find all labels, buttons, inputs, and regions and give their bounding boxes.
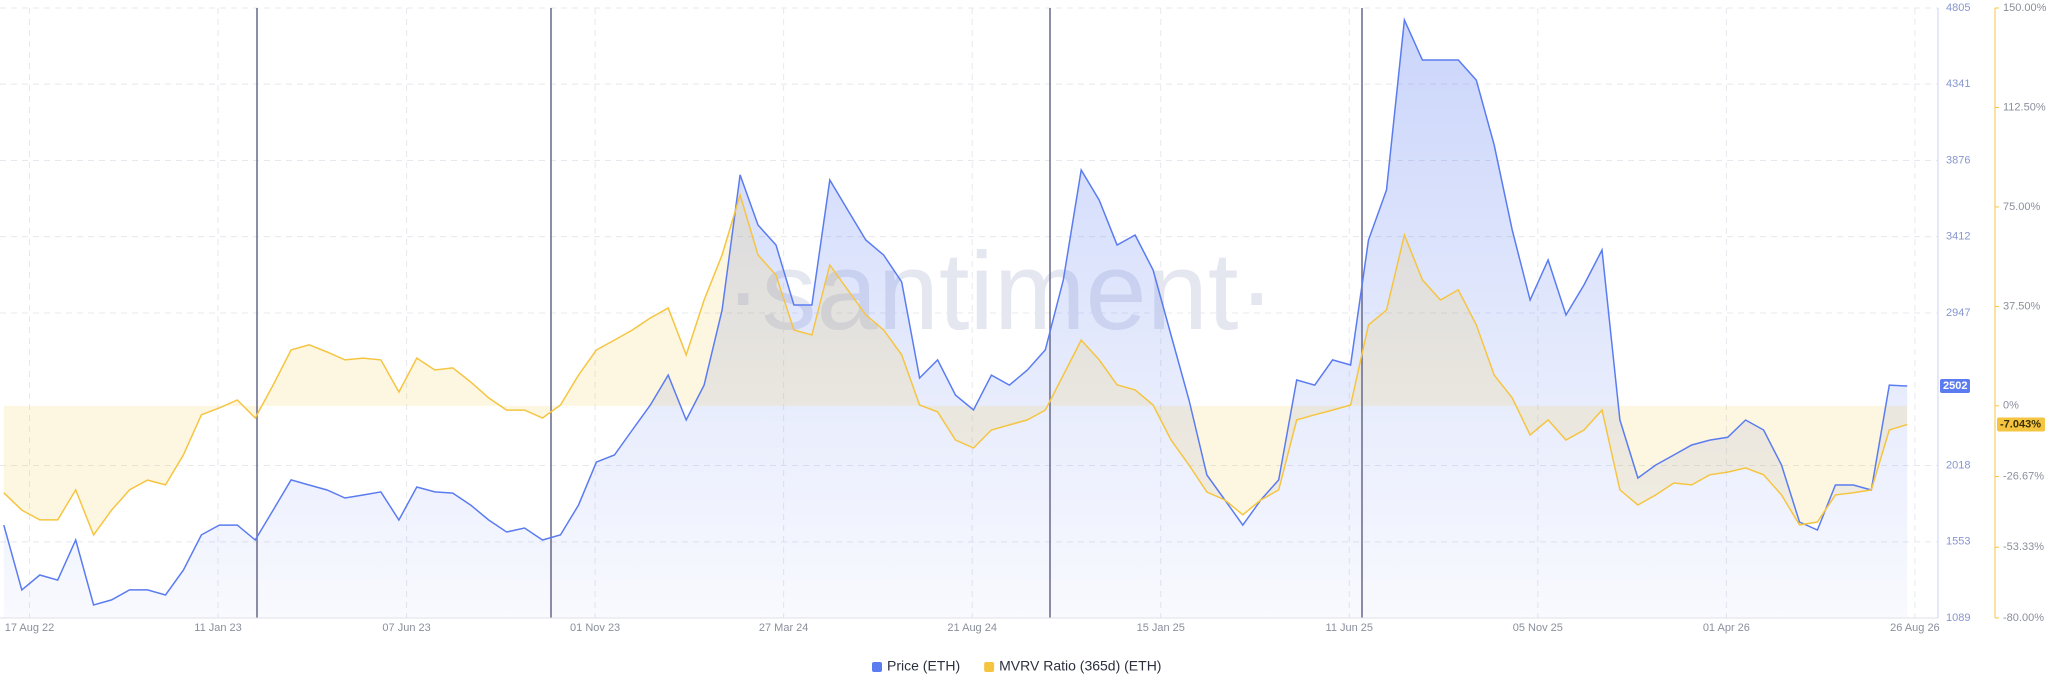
y2-tick-label: 0% bbox=[2003, 400, 2019, 412]
y2-tick-label: -26.67% bbox=[2003, 470, 2044, 482]
y-tick-label: 3876 bbox=[1946, 154, 1970, 166]
x-tick-label: 11 Jan 23 bbox=[194, 622, 242, 634]
y-tick-label: 4805 bbox=[1946, 2, 1970, 14]
lines bbox=[3, 17, 1908, 606]
y2-tick-label: 150.00% bbox=[2003, 2, 2047, 14]
x-tick-label: 26 Aug 26 bbox=[1890, 622, 1940, 634]
x-tick-label: 21 Aug 24 bbox=[947, 622, 997, 634]
legend-swatch bbox=[872, 662, 882, 672]
legend-swatch bbox=[984, 662, 995, 672]
last-value-label: -7.043% bbox=[2000, 418, 2041, 430]
last-value-badge bbox=[1940, 379, 1970, 394]
x-tick-label: 01 Nov 23 bbox=[570, 622, 620, 634]
last-value-label: 2502 bbox=[1943, 380, 1967, 392]
areas bbox=[3, 20, 1908, 618]
legend-label: Price (ETH) bbox=[887, 658, 960, 674]
axes: 1089 1553 2018 2947 3412 3876 4341 4805 -80.00% -… bbox=[0, 2, 2047, 634]
y2-tick-label: -80.00% bbox=[2003, 612, 2044, 624]
x-tick-label: 17 Aug 22 bbox=[5, 622, 55, 634]
x-tick-label: 07 Jun 23 bbox=[382, 622, 430, 634]
y-tick-label: 2947 bbox=[1946, 307, 1970, 319]
y2-tick-label: 112.50% bbox=[2003, 101, 2046, 113]
x-tick-label: 05 Nov 25 bbox=[1513, 622, 1563, 634]
y-tick-label: 2018 bbox=[1946, 459, 1970, 471]
x-tick-label: 01 Apr 26 bbox=[1703, 622, 1750, 634]
y2-tick-label: -53.33% bbox=[2003, 541, 2044, 553]
series-area bbox=[3, 20, 1908, 618]
x-tick-label: 15 Jan 25 bbox=[1137, 622, 1185, 634]
legend: Price (ETH) MVRV Ratio (365d) (ETH) bbox=[872, 658, 1161, 674]
y-tick-label: 4341 bbox=[1946, 78, 1970, 90]
last-value-badge bbox=[1997, 417, 2045, 432]
series-line bbox=[3, 17, 1908, 606]
y-tick-label: 3412 bbox=[1946, 231, 1970, 243]
y2-tick-label: 37.50% bbox=[2003, 300, 2041, 312]
series-line bbox=[3, 192, 1908, 537]
x-tick-label: 11 Jun 25 bbox=[1326, 622, 1374, 634]
y-tick-label: 1089 bbox=[1946, 612, 1970, 624]
y2-tick-label: 75.00% bbox=[2003, 201, 2041, 213]
x-tick-label: 27 Mar 24 bbox=[759, 622, 809, 634]
legend-label: MVRV Ratio (365d) (ETH) bbox=[999, 658, 1161, 674]
y-tick-label: 1553 bbox=[1946, 536, 1970, 548]
